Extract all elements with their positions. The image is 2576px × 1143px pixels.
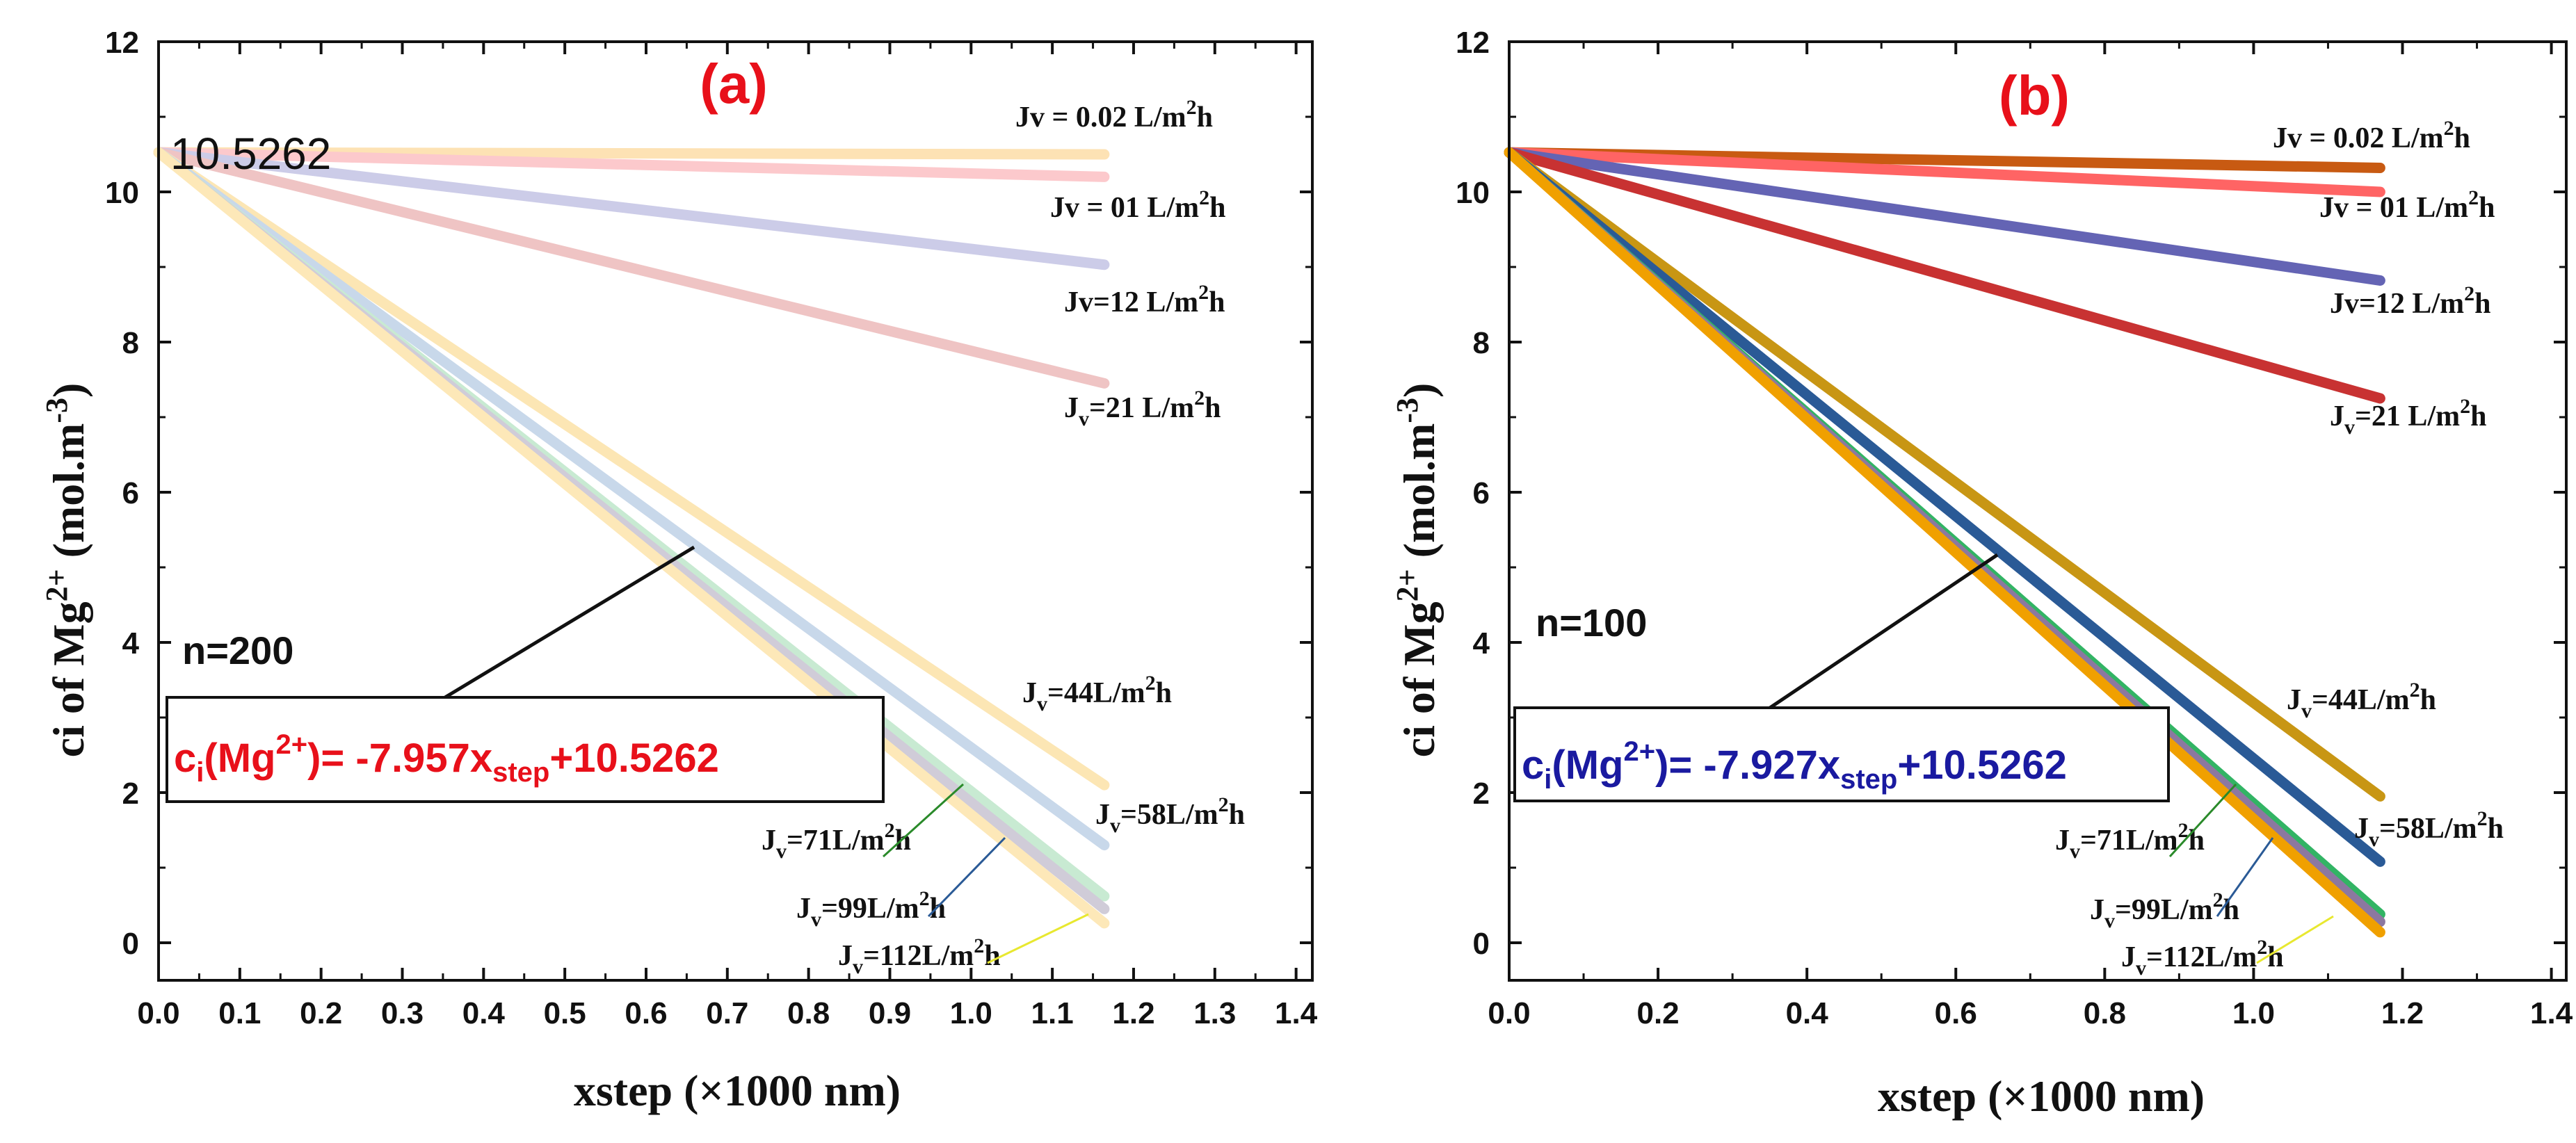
panel-b-label-jv-0.02: Jv = 0.02 L/m2h	[2273, 117, 2470, 154]
panel-a-series-line-2	[153, 147, 1110, 182]
panel-b-x-tick-label-5: 1.0	[2232, 996, 2275, 1030]
panel-a-x-tick-label-12: 1.2	[1112, 996, 1154, 1030]
panel-b-series-line-2	[1504, 147, 2385, 197]
panel-a-series-line-4	[153, 147, 1110, 389]
panel-a-label-jv-44: Jv=44L/m2h	[1022, 672, 1172, 715]
panel-b-axes: 0.0 0.2 0.4 0.6 0.8 1.0 1.2 1.4 0 2 4 6 8 10 12	[1456, 26, 2573, 1030]
panel-b-equation-box	[1513, 706, 2170, 802]
panel-a-label: (a)	[700, 53, 768, 115]
panel-a-y-tick-label-6: 12	[105, 26, 139, 60]
panel-a-equation: ci(Mg2+)= -7.957xstep+10.5262	[174, 729, 719, 788]
panel-a-x-axis-title: xstep (×1000 nm)	[574, 1066, 901, 1115]
panel-a-x-tick-label-3: 0.3	[381, 996, 424, 1030]
panel-b-pointer-71	[2168, 783, 2237, 858]
panel-a-x-tick-label-5: 0.5	[544, 996, 586, 1030]
panel-b: 0.0 0.2 0.4 0.6 0.8 1.0 1.2 1.4 0 2 4 6 8 10 12 (b) n=…	[1456, 26, 2573, 1030]
panel-a-label-jv-112: Jv=112L/m2h	[838, 934, 1001, 978]
panel-b-series-line-6	[1504, 147, 2385, 867]
panel-a-y-axis-title: ci of Mg2+ (mol.m-3)	[40, 383, 93, 758]
panel-a-y-tick-label-0: 0	[122, 927, 139, 961]
panel-b-label-jv-99: Jv=99L/m2h	[2090, 889, 2239, 932]
panel-b-y-tick-label-5: 10	[1456, 176, 1490, 210]
panel-b-y-tick-label-4: 8	[1473, 326, 1490, 360]
panel-b-x-tick-label-6: 1.2	[2381, 996, 2424, 1030]
panel-a-pointer-112	[987, 913, 1089, 964]
panel-b-x-tick-label-2: 0.4	[1786, 996, 1829, 1030]
panel-a-x-tick-label-13: 1.3	[1193, 996, 1236, 1030]
panel-a-y-tick-label-5: 10	[105, 176, 139, 210]
panel-a-label-jv-0.02: Jv = 0.02 L/m2h	[1015, 96, 1213, 133]
panel-a-equation-box	[166, 696, 885, 803]
panel-b-x-axis-title: xstep (×1000 nm)	[1878, 1071, 2205, 1121]
panel-b-y-tick-label-3: 6	[1473, 476, 1490, 510]
panel-b-label-jv-12: Jv=12 L/m2h	[2330, 282, 2490, 320]
panel-a-label-jv-21: Jv=21 L/m2h	[1064, 387, 1221, 430]
panel-b-y-tick-label-6: 12	[1456, 26, 1490, 60]
panel-a-x-tick-label-7: 0.7	[706, 996, 748, 1030]
panel-a-x-tick-label-0: 0.0	[137, 996, 179, 1030]
panel-a-label-jv-12: Jv=12 L/m2h	[1064, 281, 1225, 318]
panel-a-pointer-71	[882, 783, 965, 858]
panel-b-n-label: n=100	[1536, 601, 1647, 645]
panel-b-series-line-9	[1504, 147, 2385, 938]
panel-a-x-tick-label-10: 1.0	[950, 996, 992, 1030]
panel-b-label: (b)	[1999, 65, 2070, 127]
panel-a-x-tick-label-4: 0.4	[462, 996, 506, 1030]
panel-a-series-line-6	[153, 147, 1110, 851]
panel-b-x-tick-label-1: 0.2	[1636, 996, 1679, 1030]
panel-b-x-tick-label-3: 0.6	[1935, 996, 1977, 1030]
panel-a-x-tick-label-1: 0.1	[218, 996, 261, 1030]
panel-a-callout-line	[444, 545, 695, 699]
panel-b-pointer-112	[2256, 915, 2334, 964]
panel-b-y-tick-label-1: 2	[1473, 777, 1490, 811]
panel-a-x-tick-label-6: 0.6	[625, 996, 667, 1030]
panel-b-label-jv-01: Jv = 01 L/m2h	[2319, 186, 2495, 224]
panel-b-equation: ci(Mg2+)= -7.927xstep+10.5262	[1522, 736, 2067, 795]
panel-a-intercept-label: 10.5262	[170, 129, 331, 179]
panel-a-plot-frame	[157, 40, 1314, 982]
panel-a-x-tick-label-14: 1.4	[1275, 996, 1318, 1030]
panel-a-label-jv-58: Jv=58L/m2h	[1095, 793, 1245, 837]
panel-a-x-tick-label-8: 0.8	[787, 996, 830, 1030]
panel-b-series-line-5	[1504, 147, 2385, 802]
panel-a-axes: 0.0 0.1 0.2 0.3 0.4 0.5 0.6 0.7 0.8 0.9 1.0 1.1 1.2 1…	[105, 26, 1318, 1030]
panel-a-n-label: n=200	[182, 629, 293, 672]
panel-a: 0.0 0.1 0.2 0.3 0.4 0.5 0.6 0.7 0.8 0.9 1.0 1.1 1.2 1…	[105, 26, 1318, 1030]
panel-a-series-lines	[153, 147, 1110, 929]
panel-b-y-axis-title: ci of Mg2+ (mol.m-3)	[1390, 383, 1444, 758]
panel-b-label-jv-112: Jv=112L/m2h	[2121, 936, 2284, 980]
panel-a-x-tick-label-2: 0.2	[300, 996, 342, 1030]
panel-a-x-tick-label-11: 1.1	[1031, 996, 1074, 1030]
panel-a-label-jv-99: Jv=99L/m2h	[796, 887, 946, 931]
panel-a-y-tick-label-4: 8	[122, 326, 139, 360]
panel-b-x-tick-label-7: 1.4	[2530, 996, 2573, 1030]
panel-a-series-line-9	[153, 147, 1110, 929]
panel-a-x-tick-label-9: 0.9	[869, 996, 911, 1030]
panel-a-series-line-5	[153, 147, 1110, 791]
panel-b-callout-line	[1769, 553, 1999, 710]
panel-b-y-tick-label-0: 0	[1473, 927, 1490, 961]
panel-b-x-tick-label-0: 0.0	[1488, 996, 1530, 1030]
panel-b-pointer-99	[2216, 837, 2274, 917]
panel-b-series-line-4	[1504, 147, 2385, 404]
panel-b-series-line-3	[1504, 147, 2385, 286]
panel-a-label-jv-01: Jv = 01 L/m2h	[1050, 186, 1225, 224]
panel-b-y-tick-label-2: 4	[1473, 626, 1490, 660]
panel-b-series-lines	[1504, 147, 2385, 938]
panel-a-series-line-3	[153, 147, 1110, 270]
panel-a-y-tick-label-3: 6	[122, 476, 139, 510]
panel-a-label-jv-71: Jv=71L/m2h	[762, 819, 911, 863]
panel-a-pointer-99	[927, 836, 1006, 918]
panel-a-y-tick-label-1: 2	[122, 777, 139, 811]
panel-a-y-tick-label-2: 4	[122, 626, 140, 660]
panel-b-x-tick-label-4: 0.8	[2084, 996, 2126, 1030]
panel-b-plot-frame	[1508, 40, 2568, 982]
